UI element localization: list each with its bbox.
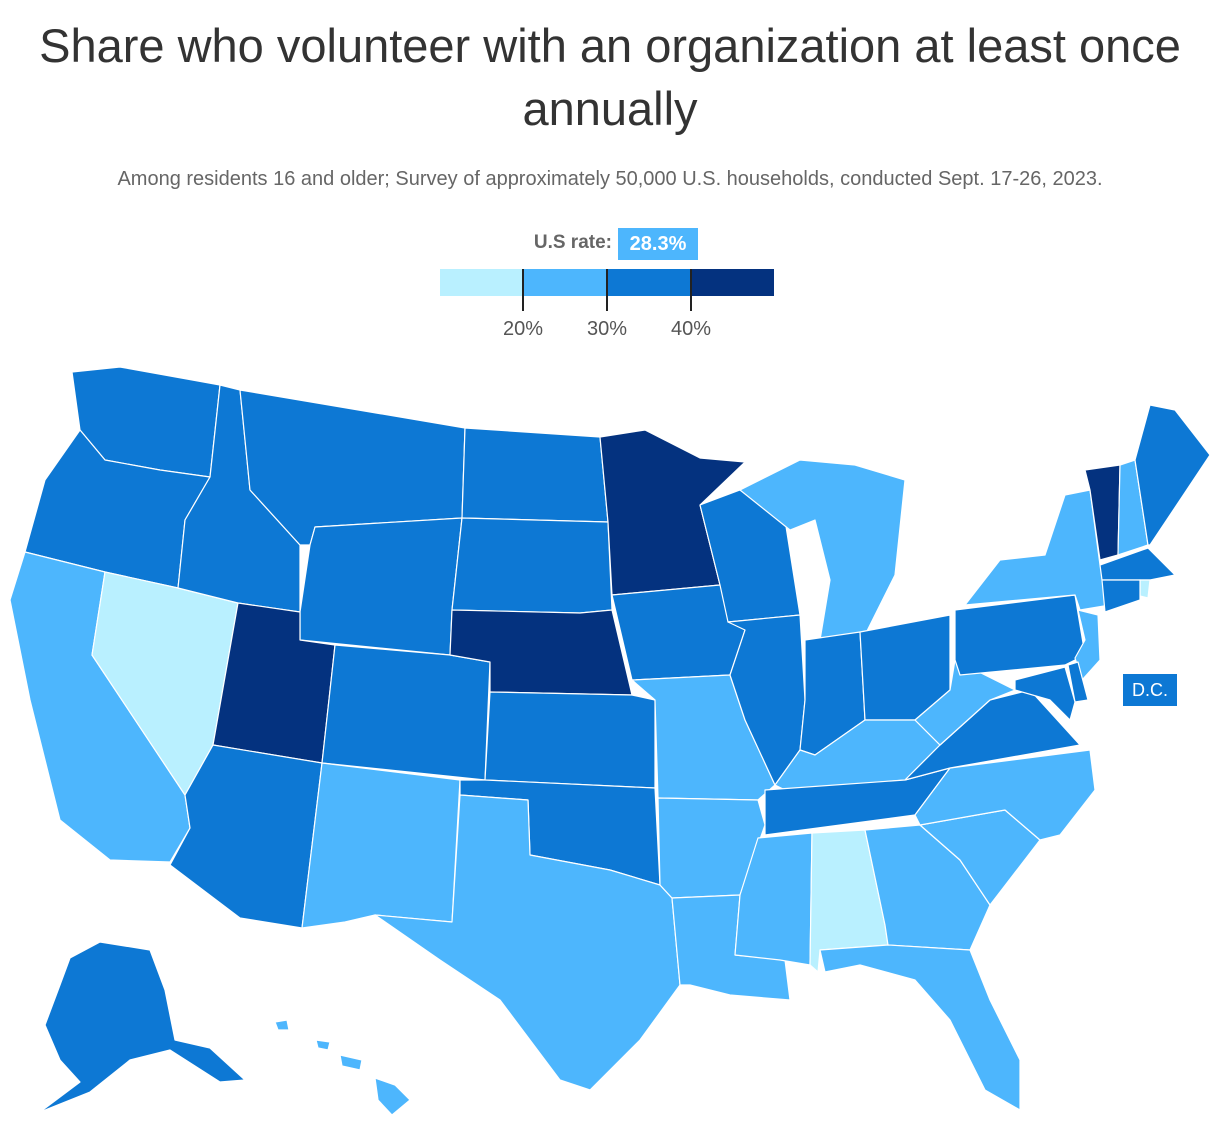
- us-rate-value: 28.3%: [618, 228, 698, 260]
- state-VT[interactable]: [1084, 464, 1121, 561]
- state-CT[interactable]: [1101, 579, 1141, 613]
- legend-swatch-3: [607, 269, 691, 296]
- state-RI[interactable]: [1139, 579, 1151, 599]
- legend-swatch-4: [691, 269, 774, 296]
- state-FL[interactable]: [819, 944, 1021, 1111]
- legend-tick-2: [606, 269, 608, 311]
- state-MA[interactable]: [1099, 547, 1176, 581]
- state-KS[interactable]: [484, 691, 656, 789]
- state-AK[interactable]: [39, 941, 246, 1113]
- state-NC[interactable]: [914, 749, 1096, 841]
- us-rate-label: U.S rate:: [533, 232, 612, 253]
- us-rate: U.S rate: 28.3%: [0, 228, 1220, 260]
- state-DE[interactable]: [1067, 661, 1089, 703]
- state-HI-2[interactable]: [315, 1039, 331, 1051]
- state-PA[interactable]: [954, 594, 1086, 676]
- subtitle: Among residents 16 and older; Survey of …: [117, 168, 1103, 190]
- legend-tick-label-2: 30%: [586, 318, 628, 340]
- state-HI-4[interactable]: [374, 1077, 411, 1116]
- legend-swatch-1: [440, 269, 523, 296]
- state-ND[interactable]: [461, 427, 609, 523]
- page-title: Share who volunteer with an organization…: [39, 19, 1181, 135]
- dc-label[interactable]: D.C.: [1123, 674, 1177, 706]
- color-legend: [440, 269, 774, 311]
- legend-tick-1: [522, 269, 524, 311]
- legend-tick-label-1: 20%: [502, 318, 544, 340]
- state-WY[interactable]: [299, 517, 463, 656]
- state-SD[interactable]: [451, 517, 613, 614]
- legend-tick-label-3: 40%: [670, 318, 712, 340]
- state-CO[interactable]: [321, 644, 491, 781]
- state-HI-1[interactable]: [274, 1019, 290, 1031]
- state-TX[interactable]: [374, 794, 681, 1091]
- state-MD[interactable]: [1014, 666, 1076, 721]
- legend-tick-3: [690, 269, 692, 311]
- state-NY[interactable]: [964, 489, 1111, 611]
- state-ME[interactable]: [1134, 404, 1211, 546]
- legend-swatch-2: [523, 269, 607, 296]
- state-NM[interactable]: [301, 762, 461, 929]
- state-HI-3[interactable]: [339, 1054, 363, 1071]
